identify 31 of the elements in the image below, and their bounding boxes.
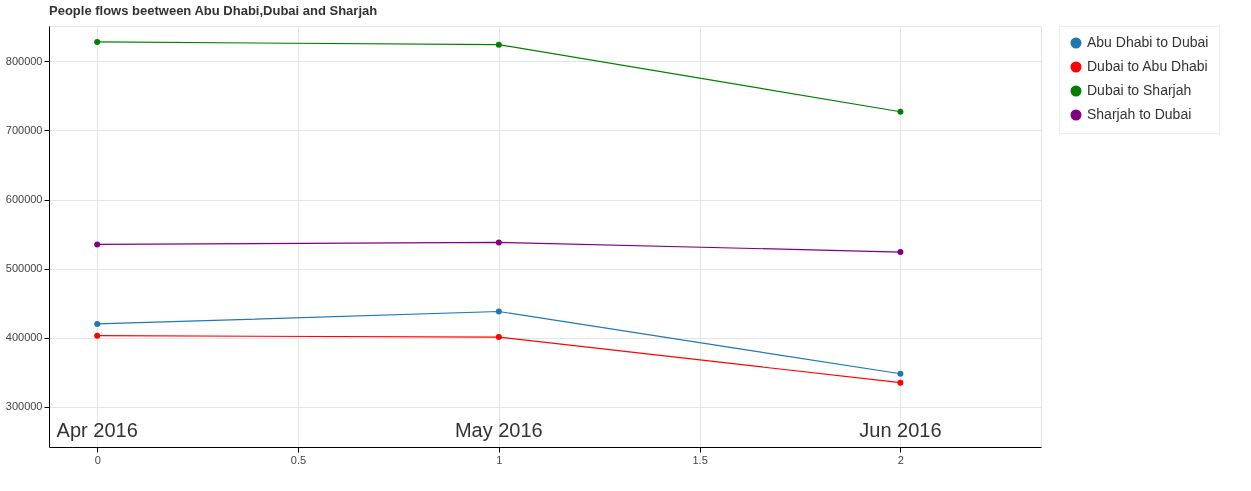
chart-title: People flows beetween Abu Dhabi,Dubai and Sharjah xyxy=(49,3,378,18)
x-tick-label: 1 xyxy=(496,453,503,466)
point xyxy=(897,108,904,115)
point xyxy=(495,334,502,341)
point xyxy=(897,370,904,377)
x-tick-label: 0 xyxy=(94,453,101,466)
x-tick-label: 1.5 xyxy=(692,453,708,466)
y-tick-label: 300000 xyxy=(5,400,43,413)
x-tick-label: 0.5 xyxy=(290,453,307,466)
annotation: Apr 2016 xyxy=(56,419,138,441)
annotation: May 2016 xyxy=(454,419,543,441)
legend-label: Dubai to Abu Dhabi xyxy=(1087,58,1208,74)
point xyxy=(94,241,101,248)
annotation: Jun 2016 xyxy=(859,419,942,441)
legend-label: Sharjah to Dubai xyxy=(1087,106,1192,122)
y-tick-label: 600000 xyxy=(5,193,43,206)
point xyxy=(897,249,904,256)
legend-label: Dubai to Sharjah xyxy=(1087,82,1192,98)
y-tick-label: 800000 xyxy=(5,54,43,67)
point xyxy=(897,379,904,386)
y-tick-label: 700000 xyxy=(5,123,43,136)
point xyxy=(495,308,502,315)
point xyxy=(94,320,101,327)
point xyxy=(94,332,101,339)
point xyxy=(495,239,502,246)
y-tick-label: 400000 xyxy=(5,331,43,344)
point xyxy=(94,38,101,45)
y-tick-label: 500000 xyxy=(5,262,43,275)
x-tick-label: 2 xyxy=(897,453,904,466)
legend-label: Abu Dhabi to Dubai xyxy=(1087,34,1209,50)
point xyxy=(495,41,502,48)
